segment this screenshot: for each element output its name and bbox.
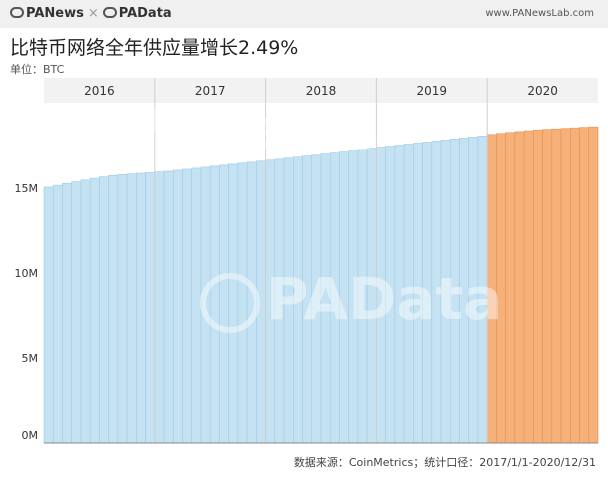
chart-title: 比特币网络全年供应量增长2.49% <box>10 37 299 59</box>
watermark-text: PANews <box>121 95 380 163</box>
bar-2016-7 <box>99 176 109 444</box>
watermark-ring-icon <box>200 272 260 333</box>
bar-2017-3 <box>172 169 183 444</box>
header-bar: PANews × PAData www.PANewsLab.com <box>0 0 608 28</box>
bar-2017-4 <box>182 168 193 444</box>
bar-2016-2 <box>52 184 63 444</box>
bar-2020-8 <box>551 128 562 444</box>
y-tick-label: 5M <box>22 352 39 365</box>
source-note: 数据来源：CoinMetrics；统计口径：2017/1/1-2020/12/3… <box>293 456 596 469</box>
panews-logo-icon <box>10 7 24 18</box>
bar-2016-9 <box>117 174 128 444</box>
bar-2020-4 <box>514 131 525 444</box>
bar-2020-5 <box>523 130 534 444</box>
brand-padata: PAData <box>118 6 172 21</box>
bar-2020-3 <box>505 132 516 444</box>
bar-2020-9 <box>560 128 571 444</box>
year-label-2019: 2019 <box>417 84 448 98</box>
padata-logo-icon <box>102 7 117 18</box>
bar-2016-5 <box>80 179 91 444</box>
bar-2020-12 <box>588 126 599 444</box>
bar-2016-1 <box>43 186 54 444</box>
bar-2017-1 <box>154 171 165 444</box>
watermark-ring-icon <box>55 102 115 163</box>
year-label-2017: 2017 <box>195 84 226 98</box>
bar-2020-11 <box>579 127 590 444</box>
bar-2016-6 <box>89 177 100 444</box>
brand-separator: × <box>87 6 99 21</box>
bar-2020-7 <box>542 129 553 444</box>
brand-logo: PANews × PAData <box>10 6 172 21</box>
bar-2016-12 <box>145 172 156 444</box>
bar-2016-8 <box>108 174 119 444</box>
bar-2020-10 <box>569 127 580 444</box>
bar-2020-6 <box>533 129 543 444</box>
year-label-2016: 2016 <box>84 84 115 98</box>
bar-2016-4 <box>71 181 82 444</box>
brand-panews: PANews <box>26 6 84 21</box>
y-tick-label: 0M <box>22 429 39 442</box>
y-tick-label: 10M <box>15 267 39 280</box>
watermark-padata: PAData <box>200 265 502 333</box>
bar-2017-2 <box>163 170 174 444</box>
bar-2016-3 <box>62 182 73 444</box>
bar-2016-10 <box>126 173 137 444</box>
bar-2016-11 <box>136 172 146 444</box>
y-tick-label: 15M <box>15 182 39 195</box>
watermark-panews: PANews <box>55 95 379 163</box>
year-label-2018: 2018 <box>306 84 337 98</box>
unit-label: 单位：BTC <box>10 63 65 76</box>
year-band <box>44 78 598 103</box>
watermark-text: PAData <box>266 265 503 333</box>
year-label-2020: 2020 <box>527 84 558 98</box>
site-url: www.PANewsLab.com <box>485 8 594 19</box>
